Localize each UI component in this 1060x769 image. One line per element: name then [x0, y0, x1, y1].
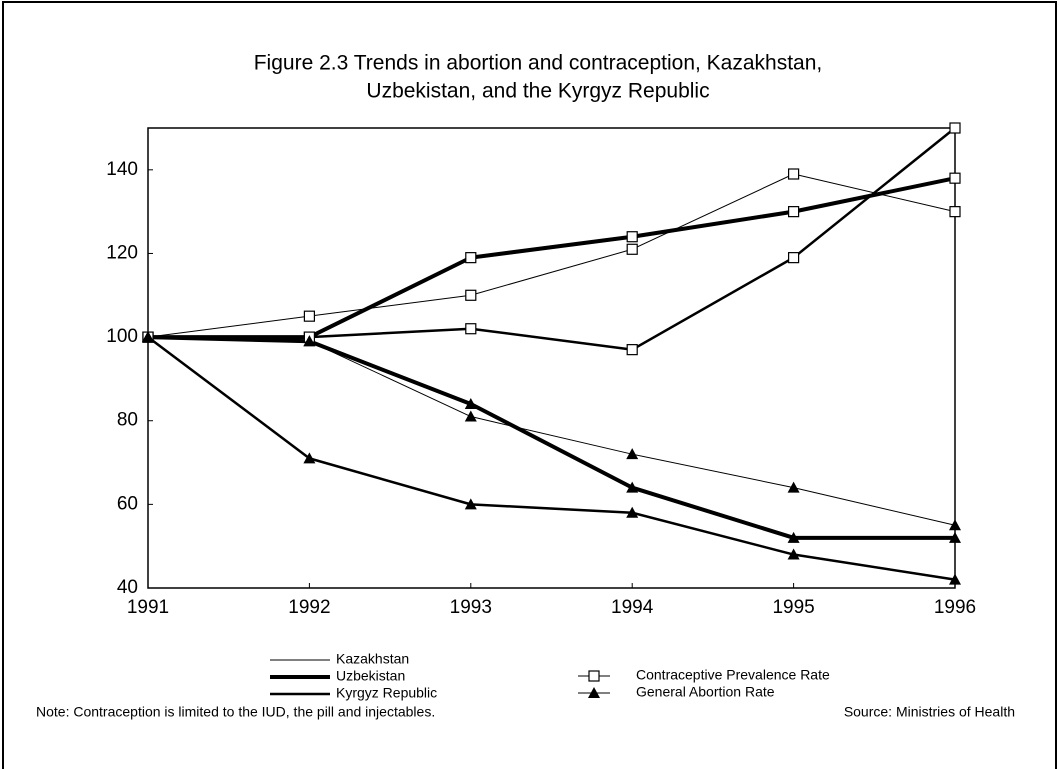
- legend-label: Contraceptive Prevalence Rate: [636, 667, 830, 683]
- plot-area: [147, 127, 956, 589]
- marker-square: [949, 122, 961, 134]
- marker-triangle: [787, 548, 800, 560]
- chart-title: Figure 2.3 Trends in abortion and contra…: [254, 52, 823, 75]
- marker-square: [787, 168, 800, 180]
- marker-square: [465, 252, 477, 264]
- marker-square: [949, 206, 961, 218]
- marker-square: [626, 344, 638, 356]
- marker-square: [626, 243, 638, 255]
- x-tick-label: 1996: [934, 597, 976, 618]
- marker-triangle: [949, 531, 961, 543]
- marker-square: [465, 323, 477, 335]
- marker-square: [787, 252, 800, 264]
- series-line: [147, 336, 956, 581]
- marker-triangle: [626, 481, 639, 493]
- series-line: [148, 127, 956, 351]
- marker-square: [626, 231, 638, 243]
- marker-triangle: [787, 531, 800, 543]
- y-tick-label: 100: [106, 326, 138, 347]
- legend-label: Kazakhstan: [336, 651, 409, 667]
- x-tick-label: 1994: [611, 597, 654, 618]
- marker-square: [787, 206, 800, 218]
- x-tick-label: 1992: [288, 597, 330, 618]
- marker-triangle: [464, 498, 477, 510]
- marker-triangle: [949, 519, 961, 531]
- marker-triangle: [464, 398, 477, 409]
- series-line: [148, 176, 956, 340]
- y-tick-label: 80: [117, 410, 138, 431]
- source: Source: Ministries of Health: [844, 704, 1015, 720]
- legend-marker: [588, 687, 600, 698]
- legend-marker: [588, 670, 600, 682]
- x-tick-label: 1995: [772, 597, 814, 618]
- marker-triangle: [142, 331, 154, 343]
- series-line: [147, 336, 956, 526]
- y-tick-label: 120: [106, 242, 138, 263]
- marker-triangle: [464, 410, 477, 422]
- marker-triangle: [949, 573, 961, 585]
- y-tick-label: 140: [106, 159, 138, 180]
- marker-triangle: [626, 506, 639, 518]
- series-line: [147, 335, 955, 540]
- marker-triangle: [626, 448, 639, 460]
- legend-label: Uzbekistan: [336, 668, 405, 684]
- marker-square: [303, 310, 315, 322]
- y-tick-label: 60: [117, 493, 138, 514]
- marker-triangle: [787, 481, 800, 493]
- x-tick-label: 1993: [450, 597, 492, 618]
- note: Note: Contraception is limited to the IU…: [36, 704, 435, 720]
- marker-square: [949, 172, 961, 184]
- series-line: [147, 173, 956, 338]
- marker-triangle: [303, 452, 316, 464]
- legend-label: Kyrgyz Republic: [336, 685, 437, 701]
- marker-triangle: [303, 335, 316, 347]
- y-tick-label: 40: [117, 577, 138, 598]
- chart-title: Uzbekistan, and the Kyrgyz Republic: [366, 80, 709, 103]
- x-tick-label: 1991: [127, 597, 169, 618]
- legend-label: General Abortion Rate: [636, 684, 775, 700]
- marker-square: [465, 289, 477, 301]
